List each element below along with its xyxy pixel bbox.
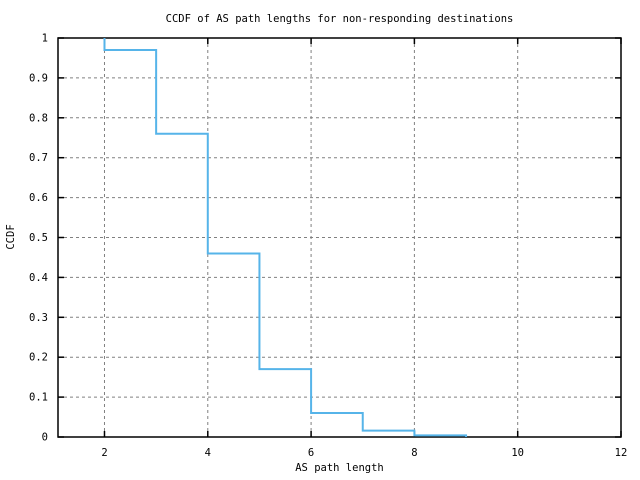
y-tick-label-0.7: 0.7 [29,152,48,164]
x-tick-label-12: 12 [615,447,628,459]
x-tick-label-10: 10 [511,447,524,459]
x-tick-label-4: 4 [205,447,211,459]
y-tick-label-0.9: 0.9 [29,72,48,84]
y-tick-label-0.2: 0.2 [29,352,48,364]
y-tick-label-0: 0 [42,432,48,444]
x-axis-label: AS path length [295,462,384,474]
y-tick-label-0.5: 0.5 [29,232,48,244]
x-tick-label-8: 8 [411,447,417,459]
y-tick-label-1: 1 [42,33,48,45]
y-tick-label-0.8: 0.8 [29,112,48,124]
y-tick-label-0.3: 0.3 [29,312,48,324]
y-tick-label-0.4: 0.4 [29,272,48,284]
chart-title: CCDF of AS path lengths for non-respondi… [165,13,514,25]
y-tick-label-0.6: 0.6 [29,192,48,204]
x-tick-label-6: 6 [308,447,314,459]
y-tick-label-0.1: 0.1 [29,392,48,404]
x-tick-label-2: 2 [101,447,107,459]
ccdf-step-line-0 [103,38,468,437]
